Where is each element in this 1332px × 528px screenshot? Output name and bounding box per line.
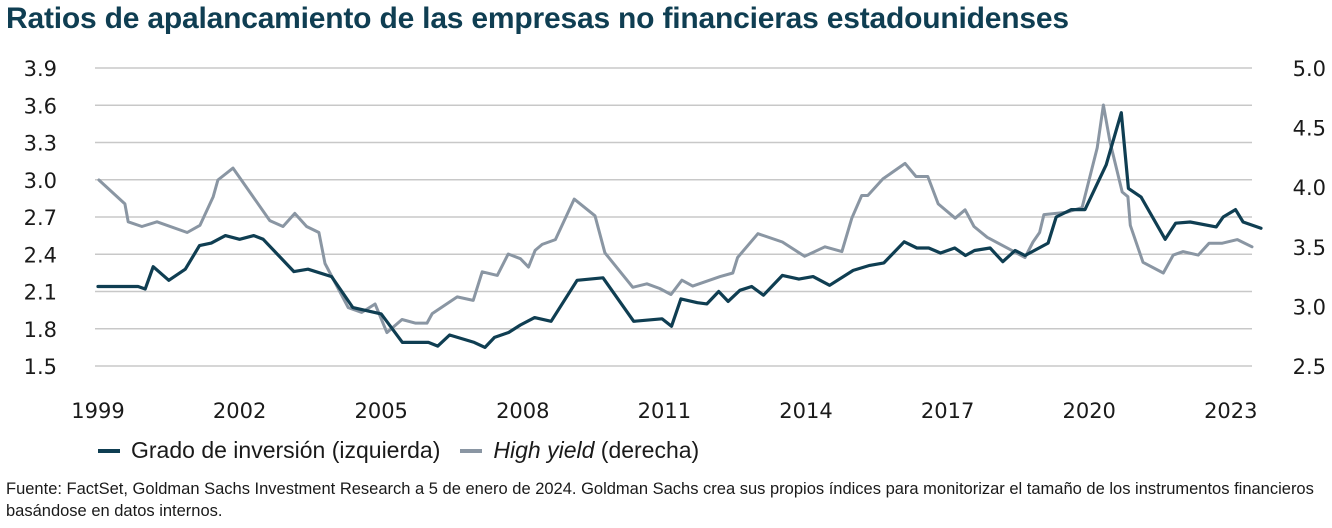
y-left-tick-label: 1.5 bbox=[24, 355, 57, 379]
y-left-tick-label: 2.1 bbox=[24, 281, 57, 305]
x-tick-label: 1999 bbox=[71, 399, 124, 423]
y-left-tick-label: 3.3 bbox=[24, 132, 57, 156]
series bbox=[96, 103, 1263, 349]
legend-item-investment-grade: Grado de inversión (izquierda) bbox=[98, 437, 440, 464]
x-tick-label: 2002 bbox=[213, 399, 266, 423]
legend-label-high-yield-italic: High yield bbox=[493, 437, 595, 463]
line-chart: 3.9 3.6 3.3 3.0 2.7 2.4 2.1 1.8 1.5 5.0 4.5 4.0 3.5… bbox=[24, 57, 1326, 423]
y-right-tick-label: 4.5 bbox=[1293, 117, 1326, 141]
legend-label-investment-grade: Grado de inversión (izquierda) bbox=[131, 437, 441, 463]
y-left-tick-label: 2.7 bbox=[24, 206, 57, 230]
y-left-tick-label: 3.9 bbox=[24, 57, 57, 81]
source-note: Fuente: FactSet, Goldman Sachs Investmen… bbox=[6, 480, 1314, 520]
y-right-tick-label: 3.5 bbox=[1293, 236, 1326, 260]
y-right-tick-label: 5.0 bbox=[1293, 57, 1326, 81]
gridlines bbox=[95, 67, 1252, 367]
x-axis: 1999 2002 2005 2008 2011 2014 2017 2020 2023 bbox=[71, 399, 1257, 423]
series-line-high-yield bbox=[97, 103, 1254, 335]
x-tick-label: 2014 bbox=[779, 399, 832, 423]
y-axis-right: 5.0 4.5 4.0 3.5 3.0 2.5 bbox=[1293, 57, 1326, 379]
y-left-tick-label: 3.6 bbox=[24, 94, 57, 118]
x-tick-label: 2017 bbox=[921, 399, 974, 423]
legend-swatch-high-yield bbox=[460, 448, 483, 453]
legend: Grado de inversión (izquierda) High yiel… bbox=[98, 437, 719, 464]
x-tick-label: 2005 bbox=[354, 399, 407, 423]
chart-title: Ratios de apalancamiento de las empresas… bbox=[6, 2, 1069, 35]
y-left-tick-label: 1.8 bbox=[24, 318, 57, 342]
y-axis-left: 3.9 3.6 3.3 3.0 2.7 2.4 2.1 1.8 1.5 bbox=[24, 57, 57, 379]
x-tick-label: 2008 bbox=[496, 399, 549, 423]
y-right-tick-label: 3.0 bbox=[1293, 295, 1326, 319]
y-right-tick-label: 4.0 bbox=[1293, 176, 1326, 200]
legend-item-high-yield: High yield (derecha) bbox=[460, 437, 699, 464]
y-left-tick-label: 3.0 bbox=[24, 169, 57, 193]
x-tick-label: 2023 bbox=[1204, 399, 1257, 423]
y-right-tick-label: 2.5 bbox=[1293, 355, 1326, 379]
x-tick-label: 2020 bbox=[1062, 399, 1115, 423]
y-left-tick-label: 2.4 bbox=[24, 243, 57, 267]
legend-label-high-yield-suffix: (derecha) bbox=[594, 437, 700, 463]
legend-swatch-investment-grade bbox=[98, 448, 120, 453]
x-tick-label: 2011 bbox=[638, 399, 691, 423]
series-line-investment-grade bbox=[96, 111, 1263, 349]
